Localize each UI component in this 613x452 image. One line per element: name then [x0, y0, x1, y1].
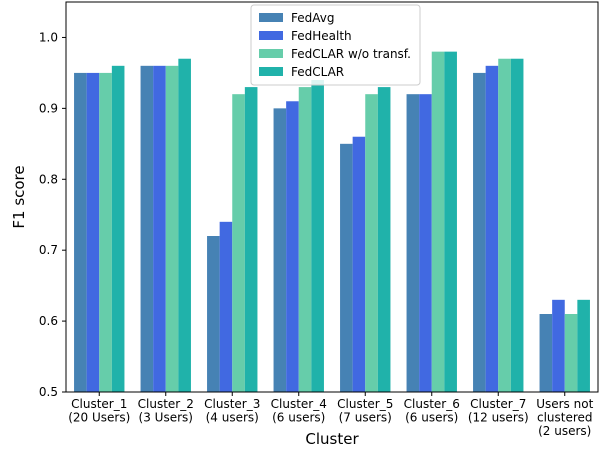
- bar-fedclar-w-o-transf--5: [365, 94, 378, 393]
- bar-fedclar-8: [577, 299, 590, 392]
- bar-fedavg-4: [273, 108, 287, 393]
- y-axis-label: F1 score: [10, 165, 28, 228]
- legend-box: [250, 4, 421, 86]
- bar-fedclar-w-o-transf--4: [298, 87, 312, 392]
- legend-swatch: [259, 67, 283, 76]
- y-tick-label: 0.8: [39, 172, 58, 186]
- bar-fedavg-1: [74, 72, 87, 392]
- bar-fedhealth-1: [86, 72, 100, 392]
- bar-fedclar-4: [311, 80, 324, 392]
- bar-fedavg-2: [140, 65, 154, 392]
- legend: FedAvg FedHealth FedCLAR w/o transf. FedCLA…: [250, 4, 421, 86]
- y-tick-label: 0.7: [39, 243, 58, 257]
- bar-fedclar-w-o-transf--8: [564, 314, 578, 392]
- bar-fedhealth-8: [552, 299, 565, 392]
- bar-fedhealth-5: [352, 136, 366, 392]
- bar-fedclar-w-o-transf--7: [498, 58, 511, 392]
- bar-fedclar-w-o-transf--1: [99, 72, 112, 392]
- bars-group: [74, 51, 590, 393]
- x-tick-label: Users not clustered (2 users): [536, 397, 593, 438]
- bar-fedclar-3: [244, 87, 258, 392]
- bar-fedhealth-4: [286, 101, 299, 393]
- y-axis: 0.5 0.6 0.7 0.8 0.9 1.0: [39, 30, 66, 399]
- bar-fedhealth-6: [419, 94, 432, 393]
- x-tick-label: Cluster_6 (6 users): [404, 397, 460, 425]
- y-tick-label: 1.0: [39, 30, 58, 44]
- legend-swatch: [259, 13, 283, 22]
- x-tick-label: Cluster_2 (3 Users): [138, 397, 194, 425]
- bar-fedhealth-3: [219, 221, 233, 392]
- legend-label: FedAvg: [291, 11, 334, 25]
- y-tick-label: 0.5: [39, 385, 58, 399]
- x-axis-label: Cluster: [305, 430, 359, 448]
- legend-label: FedCLAR: [291, 65, 344, 79]
- bar-fedclar-7: [510, 58, 524, 392]
- x-axis: Cluster_1 (20 Users) Cluster_2 (3 Users) Clu…: [68, 392, 594, 438]
- legend-swatch: [259, 31, 283, 40]
- x-tick-label: Cluster_4 (6 users): [271, 397, 327, 425]
- x-tick-label: Cluster_7 (12 users): [468, 397, 529, 425]
- bar-fedavg-6: [406, 94, 420, 393]
- bar-fedhealth-7: [485, 65, 499, 392]
- x-tick-label: Cluster_1 (20 Users): [68, 397, 130, 425]
- bar-fedavg-8: [539, 314, 553, 392]
- x-tick-label: Cluster_5 (7 users): [337, 397, 393, 425]
- bar-fedclar-w-o-transf--6: [431, 51, 445, 392]
- bar-fedclar-w-o-transf--2: [165, 65, 179, 392]
- x-tick-label: Cluster_3 (4 users): [204, 397, 260, 425]
- plot-frame: [65, 1, 599, 393]
- y-tick-label: 0.9: [39, 101, 58, 115]
- bar-fedclar-w-o-transf--3: [232, 94, 245, 393]
- bar-fedavg-3: [207, 236, 220, 392]
- legend-swatch: [259, 49, 283, 58]
- y-tick-label: 0.6: [39, 314, 58, 328]
- bar-fedclar-2: [178, 58, 191, 392]
- bar-fedavg-5: [340, 143, 353, 392]
- bar-fedclar-5: [377, 87, 391, 392]
- bar-fedavg-7: [473, 72, 486, 392]
- legend-label: FedHealth: [291, 29, 352, 43]
- bar-fedhealth-2: [153, 65, 166, 392]
- bar-fedclar-1: [111, 65, 125, 392]
- bar-fedclar-6: [444, 51, 457, 392]
- legend-label: FedCLAR w/o transf.: [291, 47, 411, 61]
